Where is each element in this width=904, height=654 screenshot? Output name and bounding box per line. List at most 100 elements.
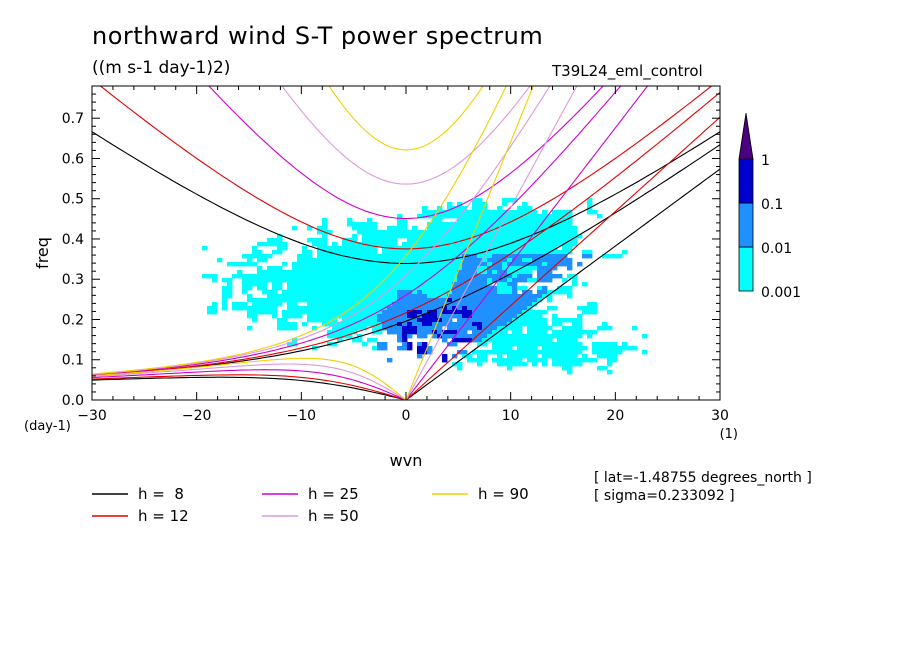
spectrum-cell <box>447 310 453 315</box>
spectrum-cell <box>452 254 458 259</box>
spectrum-cell <box>522 202 528 207</box>
spectrum-cell <box>502 362 508 367</box>
spectrum-cell <box>552 266 558 271</box>
spectrum-cell <box>382 310 388 315</box>
spectrum-cell <box>392 302 398 307</box>
spectrum-cell <box>247 314 253 319</box>
spectrum-cell <box>562 290 568 295</box>
spectrum-cell <box>512 322 518 327</box>
spectrum-cell <box>337 326 343 331</box>
spectrum-cell <box>512 286 518 291</box>
spectrum-cell <box>407 294 413 299</box>
spectrum-cell <box>427 246 433 251</box>
spectrum-cell <box>222 286 228 291</box>
spectrum-cell <box>357 282 363 287</box>
spectrum-cell <box>592 302 598 307</box>
spectrum-cell <box>327 334 333 339</box>
spectrum-cell <box>527 350 533 355</box>
spectrum-cell <box>352 286 358 291</box>
spectrum-cell <box>572 350 578 355</box>
spectrum-cell <box>362 278 368 283</box>
ig-curve-h50 <box>281 86 531 185</box>
spectrum-cell <box>487 242 493 247</box>
spectrum-cell <box>557 346 563 351</box>
spectrum-cell <box>547 338 553 343</box>
spectrum-cell <box>522 322 528 327</box>
spectrum-cell <box>522 274 528 279</box>
spectrum-cell <box>487 338 493 343</box>
spectrum-cell <box>547 274 553 279</box>
spectrum-cell <box>487 326 493 331</box>
spectrum-cell <box>502 314 508 319</box>
spectrum-cell <box>492 214 498 219</box>
spectrum-cell <box>317 262 323 267</box>
spectrum-cell <box>342 274 348 279</box>
spectrum-cell <box>607 342 613 347</box>
spectrum-cell <box>517 294 523 299</box>
spectrum-cell <box>552 342 558 347</box>
spectrum-cell <box>497 306 503 311</box>
spectrum-cell <box>307 274 313 279</box>
spectrum-cell <box>567 354 573 359</box>
spectrum-cell <box>367 310 373 315</box>
spectrum-cell <box>427 266 433 271</box>
spectrum-cell <box>447 234 453 239</box>
spectrum-cell <box>497 338 503 343</box>
spectrum-cell <box>457 278 463 283</box>
spectrum-cell <box>562 286 568 291</box>
spectrum-cell <box>477 226 483 231</box>
spectrum-cell <box>467 322 473 327</box>
spectrum-cell <box>362 326 368 331</box>
spectrum-cell <box>497 362 503 367</box>
spectrum-cell <box>327 282 333 287</box>
spectrum-cell <box>347 294 353 299</box>
spectrum-cell <box>487 286 493 291</box>
spectrum-cell <box>557 242 563 247</box>
spectrum-cell <box>382 250 388 255</box>
spectrum-cell <box>462 218 468 223</box>
spectrum-cell <box>537 342 543 347</box>
spectrum-cell <box>407 266 413 271</box>
spectrum-cell <box>542 278 548 283</box>
spectrum-cell <box>467 278 473 283</box>
spectrum-cell <box>377 318 383 323</box>
spectrum-cell <box>477 242 483 247</box>
spectrum-cell <box>517 326 523 331</box>
spectrum-cell <box>492 222 498 227</box>
spectrum-cell <box>357 258 363 263</box>
spectrum-cell <box>362 274 368 279</box>
spectrum-cell <box>447 298 453 303</box>
spectrum-cell <box>552 214 558 219</box>
spectrum-cell <box>457 334 463 339</box>
spectrum-cell <box>552 274 558 279</box>
spectrum-cell <box>597 326 603 331</box>
spectrum-cell <box>512 362 518 367</box>
spectrum-cell <box>477 290 483 295</box>
spectrum-cell <box>377 258 383 263</box>
spectrum-cell <box>407 262 413 267</box>
spectrum-cell <box>487 298 493 303</box>
spectrum-cell <box>237 262 243 267</box>
spectrum-cell <box>412 310 418 315</box>
spectrum-cell <box>522 258 528 263</box>
spectrum-cell <box>492 310 498 315</box>
spectrum-cell <box>317 278 323 283</box>
spectrum-cell <box>312 286 318 291</box>
spectrum-cell <box>507 234 513 239</box>
spectrum-cell <box>297 306 303 311</box>
spectrum-cell <box>402 262 408 267</box>
spectrum-cell <box>572 282 578 287</box>
spectrum-cell <box>467 234 473 239</box>
spectrum-cell <box>417 270 423 275</box>
spectrum-cell <box>587 310 593 315</box>
spectrum-cell <box>572 330 578 335</box>
spectrum-cell <box>557 258 563 263</box>
spectrum-cell <box>357 326 363 331</box>
spectrum-cell <box>447 246 453 251</box>
spectrum-cell <box>512 302 518 307</box>
spectrum-cell <box>497 298 503 303</box>
spectrum-cell <box>397 270 403 275</box>
spectrum-cell <box>462 302 468 307</box>
spectrum-cell <box>427 238 433 243</box>
